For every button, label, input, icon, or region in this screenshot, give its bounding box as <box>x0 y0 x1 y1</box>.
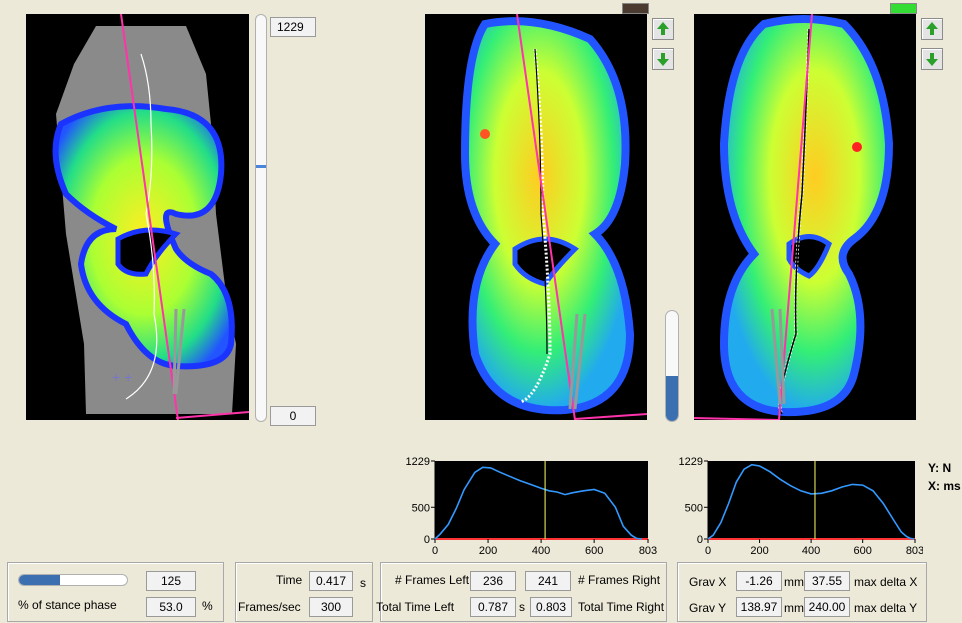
frames-right-field[interactable]: 241 <box>525 571 571 591</box>
stance-label: % of stance phase <box>18 598 117 612</box>
chart-plot-area <box>708 461 915 539</box>
slider-min-field[interactable]: 0 <box>270 406 316 426</box>
total-right-label: Total Time Right <box>578 600 665 614</box>
stance-unit: % <box>202 599 213 613</box>
x-tick-label: 400 <box>532 545 550 557</box>
total-left-label: Total Time Left <box>376 600 455 614</box>
frames-right-label: # Frames Right <box>578 573 661 587</box>
y-tick-label: 1229 <box>406 456 430 468</box>
series-line <box>434 466 642 540</box>
x-tick-label: 0 <box>705 545 711 557</box>
right-force-chart: 0 500 1229 0 200 400 600 803 <box>679 456 923 557</box>
arrow-up-icon <box>926 22 938 35</box>
grav-x-unit: mm <box>784 575 804 589</box>
frames-left-label: # Frames Left <box>395 573 470 587</box>
center-pressure-image[interactable] <box>425 14 647 420</box>
left-force-chart: 0 500 1229 0 200 400 600 803 <box>406 456 658 557</box>
time-label: Time <box>276 573 303 587</box>
x-tick-label: 200 <box>750 545 768 557</box>
grav-x-label: Grav X <box>689 575 727 589</box>
pressure-map-left-svg: + + <box>52 14 249 420</box>
y-tick-label: 500 <box>685 502 703 514</box>
total-left-unit: s <box>519 600 525 614</box>
x-tick-label: 400 <box>802 545 820 557</box>
center-indicator <box>622 3 649 14</box>
svg-text:+ +: + + <box>112 369 132 385</box>
pressure-map-right-svg <box>694 14 894 420</box>
fps-field[interactable]: 300 <box>309 597 353 617</box>
x-tick-label: 200 <box>479 545 497 557</box>
arrow-down-icon <box>926 53 938 66</box>
time-group <box>235 562 373 622</box>
grav-y-unit: mm <box>784 601 804 615</box>
center-down-button[interactable] <box>652 48 674 70</box>
time-unit: s <box>360 576 366 590</box>
grav-x-field[interactable]: -1.26 <box>736 571 782 591</box>
grav-y-field[interactable]: 138.97 <box>736 597 782 617</box>
grav-group <box>677 562 927 622</box>
stance-percent-field[interactable]: 53.0 <box>146 597 196 617</box>
frame-slider[interactable] <box>255 14 267 422</box>
grav-x-delta-label: max delta X <box>854 575 918 589</box>
chart-plot-area <box>435 461 648 539</box>
grav-y-delta-field[interactable]: 240.00 <box>804 597 850 617</box>
time-field[interactable]: 0.417 <box>309 571 353 591</box>
right-pressure-image[interactable] <box>694 14 916 420</box>
frames-group <box>380 562 667 622</box>
grav-y-label: Grav Y <box>689 601 727 615</box>
stance-progress-bar <box>18 574 128 586</box>
x-tick-label: 803 <box>906 545 923 557</box>
right-indicator <box>890 3 917 14</box>
axis-legend-y: Y: N <box>928 461 952 475</box>
x-tick-label: 600 <box>585 545 603 557</box>
arrow-down-icon <box>657 53 669 66</box>
level-meter <box>665 310 679 422</box>
grav-x-delta-field[interactable]: 37.55 <box>804 571 850 591</box>
fps-label: Frames/sec <box>238 600 301 614</box>
grav-y-delta-label: max delta Y <box>854 601 918 615</box>
total-right-field[interactable]: 0.803 <box>530 597 572 617</box>
y-tick-label: 1229 <box>679 456 703 468</box>
x-tick-label: 803 <box>639 545 657 557</box>
y-tick-label: 0 <box>697 534 703 546</box>
pressure-map-center-svg <box>460 14 647 420</box>
total-left-field[interactable]: 0.787 <box>470 597 516 617</box>
x-tick-label: 0 <box>432 545 438 557</box>
series-line <box>707 463 915 540</box>
x-tick-label: 600 <box>853 545 871 557</box>
stance-group <box>7 562 224 622</box>
y-tick-label: 0 <box>424 534 430 546</box>
frames-left-field[interactable]: 236 <box>470 571 516 591</box>
y-tick-label: 500 <box>412 502 430 514</box>
center-up-button[interactable] <box>652 18 674 40</box>
left-pressure-image[interactable]: + + <box>26 14 249 420</box>
slider-max-field[interactable]: 1229 <box>270 17 316 37</box>
slider-thumb[interactable] <box>256 165 266 168</box>
arrow-up-icon <box>657 22 669 35</box>
stance-frame-field[interactable]: 125 <box>146 571 196 591</box>
right-down-button[interactable] <box>921 48 943 70</box>
right-up-button[interactable] <box>921 18 943 40</box>
axis-legend-x: X: ms <box>928 479 961 493</box>
